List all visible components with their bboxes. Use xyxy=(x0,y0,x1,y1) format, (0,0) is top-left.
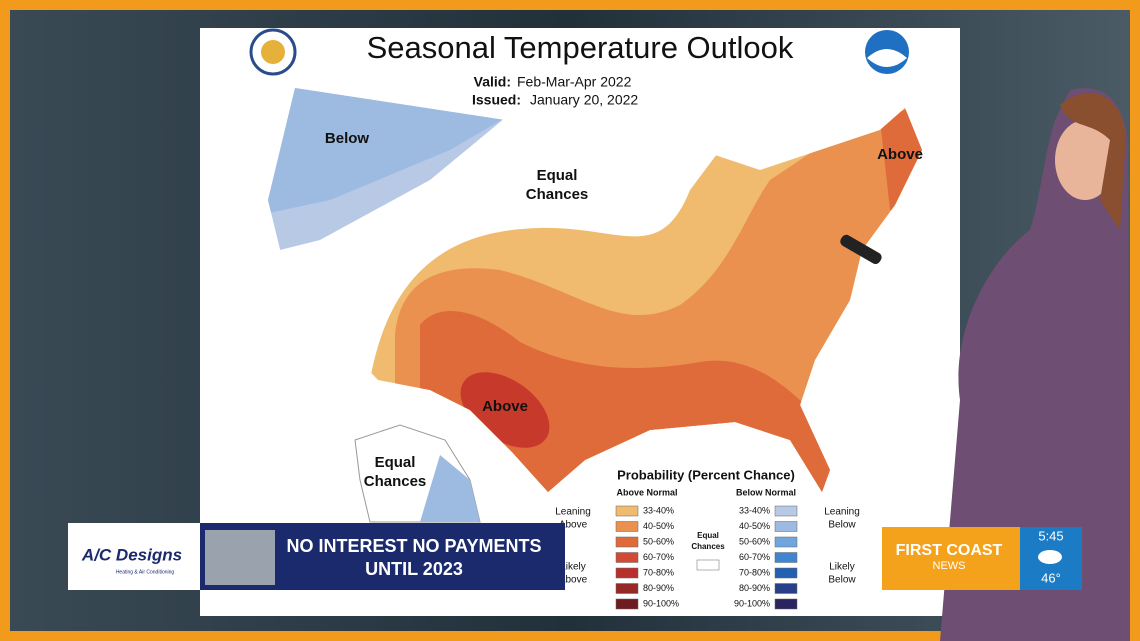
below-level: 90-100% xyxy=(734,598,770,608)
map-label: Above xyxy=(877,146,923,163)
map-label: Above xyxy=(482,398,528,415)
swatch-above xyxy=(615,598,639,610)
clicker xyxy=(840,234,882,264)
ad-brand: A/C Designs xyxy=(81,545,182,564)
likely-above: Above xyxy=(559,575,588,586)
station-name: FIRST COAST xyxy=(896,542,1003,559)
swatch-above xyxy=(615,505,639,517)
ad-line-2: UNTIL 2023 xyxy=(365,559,463,579)
likely-below: Likely xyxy=(829,562,855,573)
above-level: 40-50% xyxy=(643,521,674,531)
likely-below: Below xyxy=(828,575,856,586)
valid-label: Valid: xyxy=(474,74,511,90)
ad-tagline: Heating & Air Conditioning xyxy=(116,569,175,575)
likely-above: Likely xyxy=(560,562,586,573)
issued: January 20, 2022 xyxy=(530,92,638,108)
below-area-2 xyxy=(268,88,505,215)
weather-icon xyxy=(1038,550,1062,564)
below-level: 33-40% xyxy=(739,505,770,515)
swatch-below xyxy=(774,505,798,517)
above-level: 80-90% xyxy=(643,583,674,593)
map-label: Chances xyxy=(526,186,589,203)
leaning-below: Below xyxy=(828,520,856,531)
temperature: 46° xyxy=(1041,570,1061,585)
ad-logo-box xyxy=(68,523,200,590)
map-label: Below xyxy=(325,130,370,147)
title: Seasonal Temperature Outlook xyxy=(367,30,794,65)
presenter-hair xyxy=(1060,93,1126,230)
above-level: 33-40% xyxy=(643,505,674,515)
leaning-above: Leaning xyxy=(555,507,591,518)
swatch-below xyxy=(774,536,798,548)
noaa-wave xyxy=(867,49,907,67)
station-sub: NEWS xyxy=(933,560,966,572)
station-box xyxy=(882,527,1020,590)
swatch-below xyxy=(774,583,798,594)
swatch-below xyxy=(774,598,798,610)
alaska-below xyxy=(420,455,480,522)
below-heading: Below Normal xyxy=(736,487,796,497)
equal-chances: Chances xyxy=(691,542,725,551)
swatch-below xyxy=(774,521,798,532)
map-label: Chances xyxy=(364,473,427,490)
legend-title: Probability (Percent Chance) xyxy=(617,467,795,482)
valid: Feb-Mar-Apr 2022 xyxy=(517,74,632,90)
swatch-above xyxy=(615,536,639,548)
swatch-above xyxy=(615,583,639,594)
legend: Probability (Percent Chance) Above Normal… xyxy=(555,467,860,610)
below-level: 40-50% xyxy=(739,521,770,531)
presenter xyxy=(940,88,1130,641)
map-label: Equal xyxy=(537,167,578,184)
time: 5:45 xyxy=(1038,528,1063,543)
swatch-below xyxy=(774,567,798,579)
swatch-above xyxy=(615,567,639,579)
seal-center xyxy=(261,40,285,64)
below-level: 70-80% xyxy=(739,567,770,577)
equal-chances: Equal xyxy=(697,531,719,540)
above-level: 50-60% xyxy=(643,536,674,546)
above-heading: Above Normal xyxy=(616,487,677,497)
swatch-below xyxy=(774,552,798,563)
leaning-below: Leaning xyxy=(824,507,860,518)
issued-label: Issued: xyxy=(472,92,521,108)
map-label: Equal xyxy=(375,454,416,471)
swatch-equal xyxy=(696,559,720,571)
map-labels: Below Equal Chances Above Above Equal Chances xyxy=(325,130,923,490)
below-level: 60-70% xyxy=(739,552,770,562)
below-level: 50-60% xyxy=(739,536,770,546)
above-level: 70-80% xyxy=(643,567,674,577)
presenter-face xyxy=(1055,120,1115,200)
swatch-above xyxy=(615,521,639,532)
leaning-above: Above xyxy=(559,520,588,531)
above-level: 90-100% xyxy=(643,598,679,608)
below-level: 80-90% xyxy=(739,583,770,593)
above-level: 60-70% xyxy=(643,552,674,562)
ad-unit-image xyxy=(205,530,275,585)
ad-line-1: NO INTEREST NO PAYMENTS xyxy=(286,536,541,556)
swatch-above xyxy=(615,552,639,563)
